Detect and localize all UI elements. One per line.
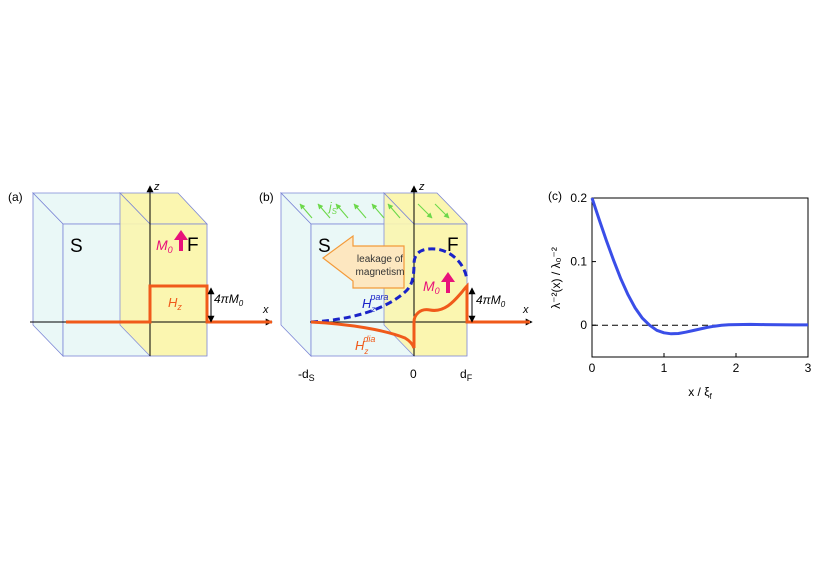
panel-b: (b) jS S F leak xyxy=(259,181,533,383)
leakage-arrow-icon xyxy=(321,234,405,289)
x-axis-label-b: x xyxy=(522,304,529,316)
x-tick-label: 1 xyxy=(661,361,668,375)
jump-label-b: 4πM0 xyxy=(476,293,506,309)
panel-c: (c) 0 1 2 3 0 0.1 0.2 x / ξf λ⁻²(x) / λ₀⁻² xyxy=(548,189,812,401)
leakage-text-1: leakage of xyxy=(357,254,403,265)
panel-a: (a) S F z x Hz M0 4πM0 xyxy=(8,181,273,357)
x-tick-label: 3 xyxy=(805,361,812,375)
f-label-b: F xyxy=(447,235,459,256)
y-tick-label: 0 xyxy=(580,318,587,332)
m0-arrow-icon-a xyxy=(174,230,188,251)
h-para-label: Hzpara xyxy=(362,292,388,314)
y-tick-label: 0.2 xyxy=(570,191,587,205)
x-tick-label: 0 xyxy=(589,361,596,375)
series-line xyxy=(590,197,808,336)
s-label-b: S xyxy=(318,236,331,257)
y-tick-label: 0.1 xyxy=(570,255,587,269)
x-axis-label-a: x xyxy=(262,304,269,316)
panel-c-label: (c) xyxy=(548,189,562,203)
f-label-a: F xyxy=(187,235,199,256)
x-axis-title: x / ξf xyxy=(688,385,712,401)
panel-a-label: (a) xyxy=(8,190,23,204)
x-tick-label: 2 xyxy=(733,361,740,375)
tick-df: dF xyxy=(460,367,473,383)
m0-label-a: M0 xyxy=(156,237,173,255)
tick-zero: 0 xyxy=(410,367,417,381)
jump-label-a: 4πM0 xyxy=(214,292,244,308)
s-label-a: S xyxy=(70,236,83,257)
js-label: jS xyxy=(327,200,338,216)
z-axis-label-b: z xyxy=(418,181,425,193)
plot-frame xyxy=(591,197,809,358)
h-dia-curve xyxy=(310,282,530,349)
s-block-a xyxy=(32,192,151,357)
y-axis-title: λ⁻²(x) / λ₀⁻² xyxy=(549,247,563,309)
m0-arrow-icon-b xyxy=(441,272,455,293)
hz-label-a: Hz xyxy=(168,295,182,312)
leakage-text-2: magnetism xyxy=(356,267,405,278)
h-para-curve xyxy=(310,247,469,324)
panel-b-label: (b) xyxy=(259,190,274,204)
supercurrent-arrows xyxy=(299,203,450,219)
f-block-a xyxy=(119,192,208,357)
z-axis-label-a: z xyxy=(153,181,160,193)
chart-plot: 0 1 2 3 0 0.1 0.2 xyxy=(570,191,811,375)
h-dia-label: Hzdia xyxy=(355,334,375,356)
m0-label-b: M0 xyxy=(423,278,440,296)
tick-minus-ds: -dS xyxy=(298,367,315,383)
hz-step-curve xyxy=(66,284,272,324)
